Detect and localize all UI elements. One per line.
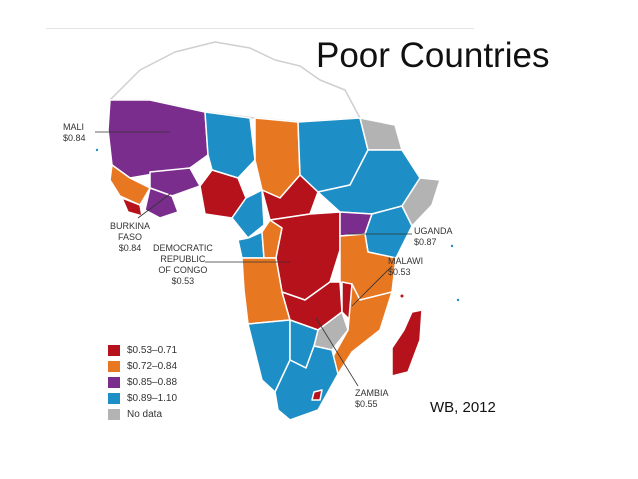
- legend-item: $0.72–0.84: [108, 359, 177, 373]
- region-niger: [204, 111, 256, 179]
- callout-malawi-name: MALAWI: [388, 256, 424, 266]
- legend-swatch: [108, 392, 120, 404]
- region-sierra-leone: [121, 197, 143, 217]
- region-mozambique: [329, 283, 393, 375]
- region-cameroon: [231, 189, 265, 239]
- source-label: WB, 2012: [430, 399, 496, 416]
- island-comoros: [400, 294, 404, 298]
- legend-label: No data: [127, 408, 163, 420]
- region-ghana-togo: [144, 187, 179, 219]
- callout-drc-name-3: OF CONGO: [158, 265, 208, 275]
- callout-zambia-name: ZAMBIA: [355, 388, 389, 398]
- callout-malawi-value: $0.53: [388, 267, 411, 277]
- region-lesotho: [311, 389, 323, 401]
- leader-line-burkina: [137, 193, 171, 219]
- callout-mali: MALI $0.84: [63, 122, 86, 144]
- legend-item: $0.85–0.88: [108, 375, 177, 389]
- callout-malawi: MALAWI $0.53: [388, 256, 423, 278]
- legend-item: No data: [108, 407, 177, 421]
- callout-burkina: BURKINA FASO $0.84: [110, 221, 150, 254]
- callout-burkina-name-2: FASO: [118, 232, 143, 242]
- callout-uganda: UGANDA $0.87: [414, 226, 453, 248]
- callout-drc-name-1: DEMOCRATIC: [153, 243, 213, 253]
- leader-line-zambia: [315, 317, 359, 387]
- callout-mali-value: $0.84: [63, 133, 86, 143]
- callout-burkina-value: $0.84: [118, 243, 142, 253]
- legend-swatch: [108, 408, 120, 420]
- region-madagascar: [391, 309, 423, 377]
- callout-uganda-name: UGANDA: [414, 226, 453, 236]
- legend-swatch: [108, 344, 120, 356]
- callout-zambia-value: $0.55: [355, 399, 378, 409]
- region-kenya: [364, 205, 413, 259]
- slide-title: Poor Countries: [316, 36, 550, 75]
- callout-uganda-value: $0.87: [414, 237, 437, 247]
- legend-label: $0.53–0.71: [127, 344, 178, 356]
- legend-swatch: [108, 376, 120, 388]
- callout-zambia: ZAMBIA $0.55: [355, 388, 389, 410]
- region-egypt-nodata: [359, 117, 403, 151]
- callout-drc-value: $0.53: [171, 276, 195, 286]
- map-legend: $0.53–0.71 $0.72–0.84 $0.85–0.88 $0.89–1…: [108, 343, 177, 423]
- legend-label: $0.85–0.88: [127, 376, 178, 388]
- island-mauritius: [456, 298, 460, 302]
- callout-drc-name-2: REPUBLIC: [160, 254, 206, 264]
- region-gabon: [237, 231, 265, 259]
- leader-line-malawi: [351, 265, 393, 307]
- region-mali: [107, 99, 209, 179]
- legend-swatch: [108, 360, 120, 372]
- legend-item: $0.53–0.71: [108, 343, 177, 357]
- legend-label: $0.89–1.10: [127, 392, 178, 404]
- legend-label: $0.72–0.84: [127, 360, 178, 372]
- callout-drc: DEMOCRATIC REPUBLIC OF CONGO $0.53: [153, 243, 213, 287]
- island-cabo-verde: [95, 148, 99, 152]
- legend-item: $0.89–1.10: [108, 391, 177, 405]
- region-burkina: [149, 167, 201, 197]
- island-seychelles: [450, 244, 454, 248]
- callout-mali-name: MALI: [63, 122, 85, 132]
- top-divider-line: [46, 28, 474, 29]
- region-south-africa: [274, 345, 339, 421]
- callout-burkina-name-1: BURKINA: [110, 221, 151, 231]
